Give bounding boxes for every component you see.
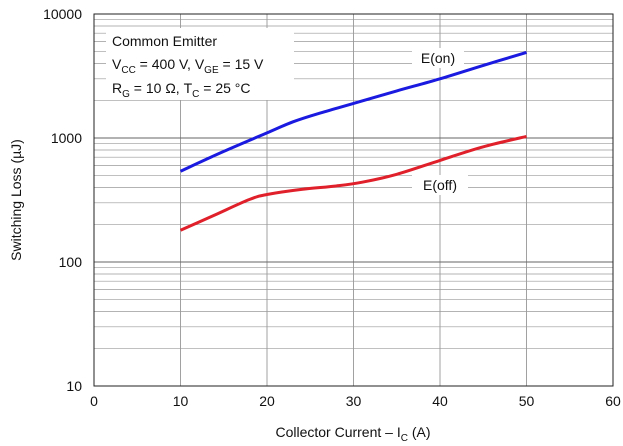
annotation-line-3-s1: G: [122, 89, 130, 100]
series-label-eoff: E(off): [423, 177, 457, 193]
series-line-eon: [179, 50, 527, 173]
plot-frame: [93, 13, 614, 387]
annotation-line-3-v1: R: [112, 80, 122, 96]
x-tick-label: 10: [173, 393, 189, 409]
eon-label-background: [412, 48, 464, 68]
annotation-line-2-t1: = 400 V, V: [136, 56, 205, 72]
eoff-label-background: [412, 175, 468, 195]
series-label-eon: E(on): [421, 50, 455, 66]
annotation-line-3-t1: = 10 Ω, T: [130, 80, 193, 96]
x-tick-label: 20: [259, 393, 275, 409]
x-tick-labels: 0 10 20 30 40 50 60: [90, 393, 621, 409]
annotation-line-1: Common Emitter: [112, 33, 217, 49]
y-tick-label: 100: [59, 254, 83, 270]
annotation-line-3-t2: = 25 °C: [199, 80, 250, 96]
annotation-line-2-t2: = 15 V: [219, 56, 264, 72]
conditions-annotation: Common Emitter VCC = 400 V, VGE = 15 V R…: [106, 28, 294, 100]
y-axis-label: Switching Loss (µJ): [8, 139, 24, 261]
x-tick-label: 50: [519, 393, 535, 409]
annotation-background: [106, 28, 294, 100]
y-tick-label: 1000: [51, 130, 82, 146]
x-tick-label: 30: [346, 393, 362, 409]
annotation-line-2-v1: V: [112, 56, 122, 72]
series-line-eoff: [179, 134, 527, 232]
x-tick-label: 0: [90, 393, 98, 409]
annotation-line-2: VCC = 400 V, VGE = 15 V: [112, 56, 264, 76]
x-tick-label: 40: [432, 393, 448, 409]
x-axis-label-text: Collector Current – I: [275, 424, 400, 440]
annotation-line-3-s2: C: [192, 89, 199, 100]
series-labels: E(on) E(off): [412, 48, 468, 195]
annotation-line-2-s2: GE: [204, 65, 219, 76]
x-axis-label-sub: C: [401, 433, 408, 444]
y-tick-label: 10000: [43, 6, 82, 22]
x-axis-label: Collector Current – IC (A): [275, 424, 430, 444]
y-tick-label: 10: [66, 378, 82, 394]
y-tick-labels: 10 100 1000 10000: [43, 6, 82, 394]
x-axis-label-unit: (A): [408, 424, 431, 440]
grid-lines: [94, 14, 613, 386]
x-tick-label: 60: [605, 393, 621, 409]
annotation-line-3: RG = 10 Ω, TC = 25 °C: [112, 80, 251, 100]
data-series: [179, 50, 527, 232]
annotation-line-2-s1: CC: [121, 65, 135, 76]
